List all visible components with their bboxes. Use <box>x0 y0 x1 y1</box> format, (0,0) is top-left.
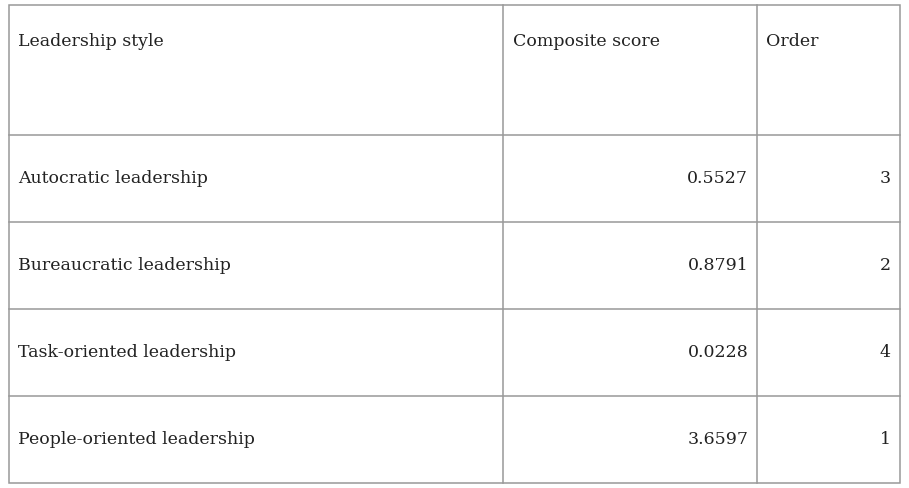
Text: Order: Order <box>766 33 819 50</box>
Text: Autocratic leadership: Autocratic leadership <box>18 170 208 187</box>
Text: 2: 2 <box>880 257 891 274</box>
Text: 0.8791: 0.8791 <box>687 257 748 274</box>
Text: 3.6597: 3.6597 <box>687 431 748 448</box>
Text: Leadership style: Leadership style <box>18 33 164 50</box>
Text: 4: 4 <box>880 344 891 361</box>
Text: Bureaucratic leadership: Bureaucratic leadership <box>18 257 231 274</box>
Text: 1: 1 <box>880 431 891 448</box>
Text: Task-oriented leadership: Task-oriented leadership <box>18 344 236 361</box>
Text: 0.0228: 0.0228 <box>687 344 748 361</box>
Text: 3: 3 <box>880 170 891 187</box>
Text: Composite score: Composite score <box>513 33 660 50</box>
Text: 0.5527: 0.5527 <box>687 170 748 187</box>
Text: People-oriented leadership: People-oriented leadership <box>18 431 255 448</box>
